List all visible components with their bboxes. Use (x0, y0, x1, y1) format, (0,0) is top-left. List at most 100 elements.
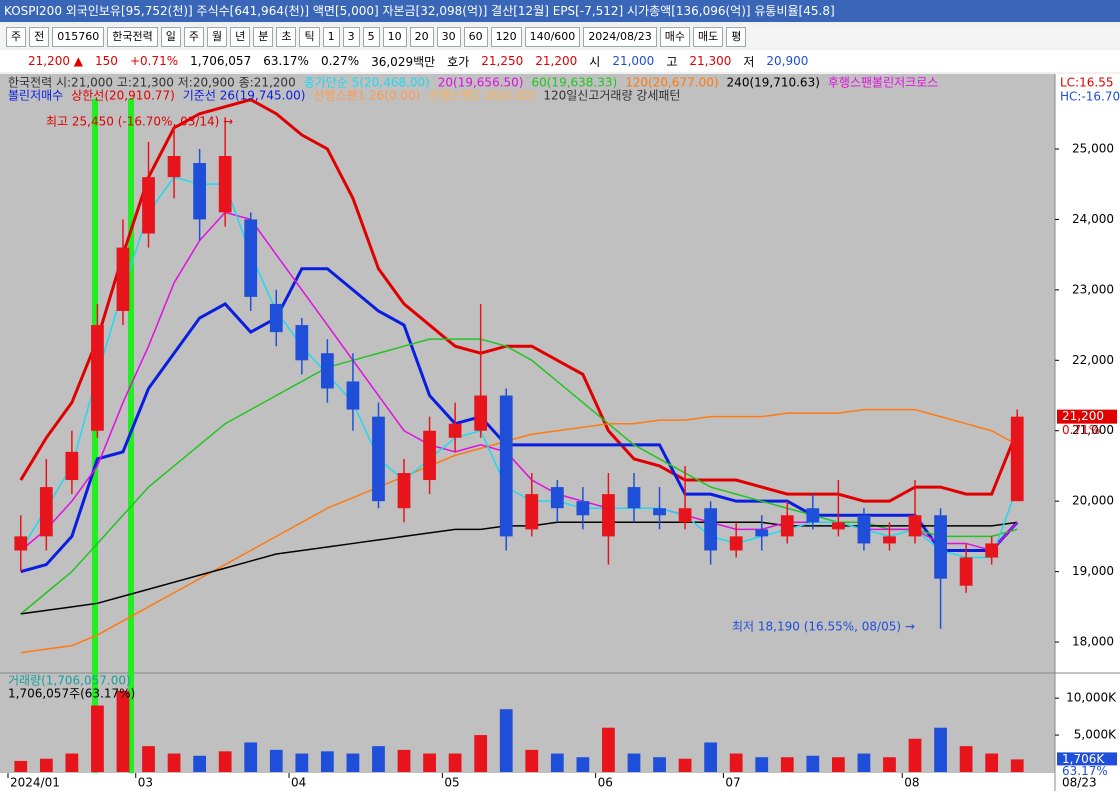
toolbar-button[interactable]: 월 (206, 27, 228, 47)
legend-entry: 기준선 26(19,745.00) (183, 89, 306, 103)
toolbar-button[interactable]: 년 (230, 27, 251, 47)
toolbar-button[interactable]: 매수 (659, 27, 690, 47)
indicator-line (19, 98, 1019, 503)
volume-tick-label: 10,000K (1066, 691, 1117, 705)
candle-body (167, 156, 181, 178)
volume-bar (550, 753, 564, 772)
toolbar-button[interactable]: 초 (276, 27, 297, 47)
x-tick-label: 03 (138, 776, 153, 790)
toolbar-button[interactable]: 5 (362, 27, 380, 47)
quote-value: 36,029백만 (371, 54, 436, 69)
toolbar-button[interactable]: 015760 (52, 27, 105, 47)
candle-body (908, 515, 922, 537)
candle-body (39, 487, 53, 537)
candle-body (423, 430, 436, 481)
candle-body (397, 473, 411, 509)
quote-value: 시 (589, 54, 601, 69)
x-tick-label: 04 (291, 776, 306, 790)
quote-value: 20,900 (766, 54, 809, 68)
volume-bar (525, 749, 539, 772)
candle-body (678, 508, 692, 523)
toolbar-button[interactable]: 3 (342, 27, 360, 47)
candle-body (218, 156, 232, 213)
volume-bar (985, 753, 999, 772)
candle-body (91, 325, 104, 431)
x-tick-label: 2024/01 (10, 776, 60, 790)
y-tick-label: 20,000 (1072, 494, 1114, 508)
toolbar-button[interactable]: 분 (253, 27, 274, 47)
candle-body (550, 487, 564, 509)
quote-value: 21,300 (689, 54, 732, 68)
volume-bar (142, 746, 155, 772)
toolbar-button[interactable]: 매도 (692, 27, 724, 47)
toolbar-button[interactable]: 140/600 (524, 27, 581, 47)
toolbar-button[interactable]: 한국전력 (107, 27, 158, 47)
legend-entry: 120일신고거래량 강세패턴 (543, 89, 680, 103)
volume-bar (934, 727, 947, 772)
toolbar-button[interactable]: 20 (409, 27, 434, 47)
low-note: 최저 18,190 (16.55%, 08/05) → (732, 620, 915, 634)
legend-entry: 후행스팬볼린저크로스 (828, 75, 938, 90)
signal-band (92, 99, 98, 773)
candle-body (704, 508, 718, 551)
y-tick-label: 25,000 (1072, 141, 1114, 155)
toolbar-button[interactable]: 10 (382, 27, 407, 47)
volume-bar (653, 757, 666, 772)
candle-body (806, 508, 820, 523)
volume-title: 거래량(1,706,057.00) (8, 674, 131, 688)
lc-label: LC:16.55 (1060, 76, 1113, 90)
toolbar-button[interactable]: 120 (490, 27, 522, 47)
volume-bar (576, 757, 590, 772)
indicator-line (20, 176, 1018, 559)
candle-body (474, 395, 488, 431)
candle-body (499, 395, 513, 537)
toolbar-button[interactable]: 30 (436, 27, 461, 47)
quote-value: 0.27% (320, 54, 360, 68)
chart: 최고 25,450 (-16.70%, 03/14) → 최저 18,190 (… (0, 74, 1120, 791)
axis-bg (1055, 74, 1120, 791)
volume-bar (397, 749, 411, 772)
candle-body (627, 487, 641, 509)
candle-body (525, 494, 539, 530)
volume-bar (14, 760, 28, 772)
x-tick-label: 07 (725, 776, 740, 790)
toolbar-button[interactable]: 60 (463, 27, 488, 47)
toolbar-button[interactable]: 1 (322, 27, 340, 47)
volume-bar (780, 757, 794, 772)
volume-bar (167, 753, 181, 772)
toolbar-button[interactable]: 틱 (299, 27, 320, 47)
toolbar-button[interactable]: 주 (183, 27, 204, 47)
hc-label: HC:-16.70 (1060, 90, 1120, 104)
toolbar: 주 전 015760 한국전력 일 주 월 년 분 초 틱 1 3 5 10 20 30 60 120 140/600… (0, 26, 1120, 48)
indicator-line (20, 267, 1019, 574)
volume-bar (91, 705, 104, 772)
legend-entry: 20(19,656.50) (438, 76, 524, 90)
candle-body (346, 381, 360, 410)
indicator-line (20, 408, 1018, 654)
candle-body (269, 303, 283, 333)
candle-body (755, 529, 769, 537)
toolbar-button[interactable]: 2024/08/23 (583, 27, 657, 47)
volume-bar (65, 753, 79, 772)
quote-value: 150 (95, 54, 118, 68)
toolbar-button[interactable]: 평 (726, 27, 747, 47)
volume-bar (116, 690, 130, 772)
candle-body (831, 522, 845, 530)
x-tick-label: 05 (444, 776, 459, 790)
candle-body (142, 177, 155, 234)
legend-entry: 상한선(20,910.77) (71, 89, 175, 103)
legend-entry: 한국전력 시:21,000 고:21,300 저:20,900 종:21,200 (8, 76, 296, 90)
legend-entry: 60(19,638.33) (531, 76, 617, 90)
volume-bar (448, 753, 462, 772)
volume-bar (755, 757, 769, 772)
toolbar-button[interactable]: 일 (160, 27, 181, 47)
quote-value: 고 (666, 54, 678, 69)
volume-bar (474, 735, 488, 772)
volume-bar (959, 746, 973, 772)
candle-body (653, 508, 666, 516)
last-volume-box (1057, 752, 1117, 766)
volume-subtitle: 1,706,057주(63.17%) (8, 687, 135, 701)
toolbar-button[interactable]: 주 (6, 27, 27, 47)
toolbar-button[interactable]: 전 (29, 27, 50, 47)
last-date: 08/23 (1062, 776, 1097, 790)
